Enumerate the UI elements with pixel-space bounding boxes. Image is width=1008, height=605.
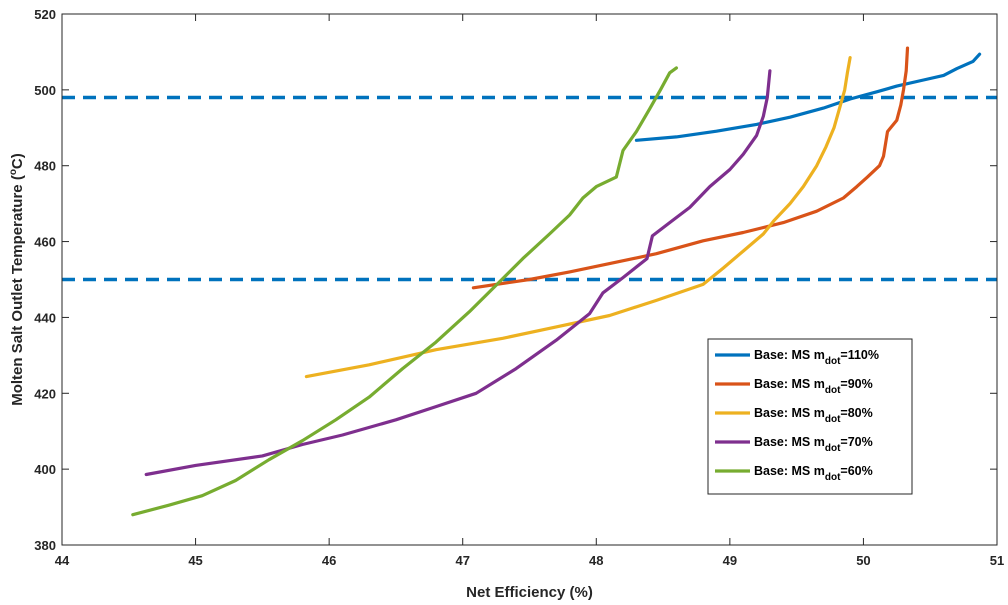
legend-item: Base: MS mdot=90% [715, 377, 873, 396]
legend-label: Base: MS mdot=60% [754, 464, 873, 483]
legend-item: Base: MS mdot=80% [715, 406, 873, 425]
x-tick-label: 45 [188, 553, 202, 568]
y-tick-label: 460 [34, 235, 56, 250]
legend-label: Base: MS mdot=110% [754, 348, 879, 367]
y-tick-label: 380 [34, 538, 56, 553]
x-tick-label: 46 [322, 553, 336, 568]
y-tick-label: 440 [34, 310, 56, 325]
legend-box [707, 338, 913, 495]
series-line-1 [634, 52, 982, 142]
x-tick-label: 44 [55, 553, 70, 568]
x-tick-label: 47 [455, 553, 469, 568]
series-line-2 [471, 46, 910, 290]
y-axis-label-text: Molten Salt Outlet Temperature ( [9, 175, 26, 406]
series-lines [131, 46, 982, 517]
legend-item: Base: MS mdot=110% [715, 348, 879, 367]
x-tick-label: 51 [990, 553, 1004, 568]
x-tick-label: 48 [589, 553, 603, 568]
series-line-3 [304, 55, 852, 379]
legend: Base: MS mdot=110% Base: MS mdot=90% Base:… [707, 338, 913, 495]
y-tick-label: 480 [34, 159, 56, 174]
plot-area-frame [61, 13, 998, 546]
x-tick-label: 50 [856, 553, 870, 568]
y-tick-label: 500 [34, 83, 56, 98]
x-axis-ticks: 44 45 46 47 48 49 50 51 [55, 14, 1004, 568]
y-tick-label: 420 [34, 386, 56, 401]
legend-item: Base: MS mdot=60% [715, 464, 873, 483]
y-axis-ticks: 380 400 420 440 460 480 500 520 [34, 7, 997, 553]
legend-item: Base: MS mdot=70% [715, 435, 873, 454]
series-line-5 [131, 66, 679, 517]
y-axis-label-unit: C) [9, 153, 26, 169]
y-axis-label: Molten Salt Outlet Temperature (oC) [8, 153, 26, 406]
y-tick-label: 400 [34, 462, 56, 477]
x-tick-label: 49 [723, 553, 737, 568]
legend-label: Base: MS mdot=80% [754, 406, 873, 425]
legend-label: Base: MS mdot=70% [754, 435, 873, 454]
y-tick-label: 520 [34, 7, 56, 22]
y-axis-label-degree: o [8, 169, 19, 175]
x-axis-label: Net Efficiency (%) [466, 584, 593, 601]
series-line-4 [144, 69, 772, 477]
legend-label: Base: MS mdot=90% [754, 377, 873, 396]
